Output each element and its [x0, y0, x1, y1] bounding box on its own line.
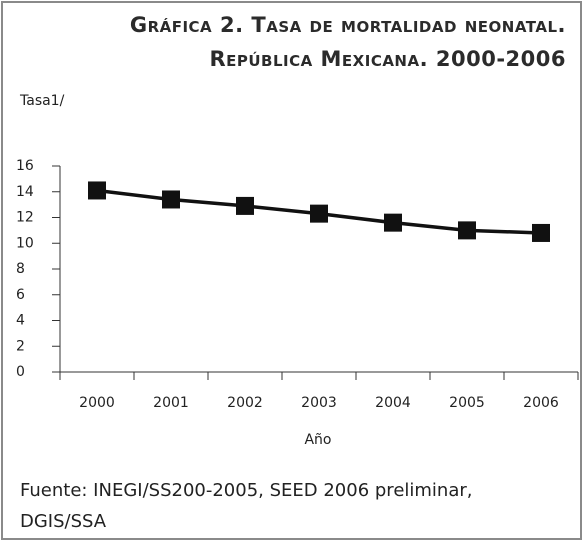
y-tick-label: 4	[16, 313, 25, 329]
x-tick-label: 2004	[375, 395, 411, 411]
x-tick-label: 2006	[523, 395, 559, 411]
marker	[384, 213, 402, 232]
x-axis-label: Año	[304, 432, 331, 448]
y-tick-label: 10	[16, 235, 34, 251]
x-tick-label: 2002	[227, 395, 263, 411]
y-tick-label: 16	[16, 158, 34, 174]
y-tick-label: 6	[16, 287, 25, 303]
x-tick-label: 2003	[301, 395, 337, 411]
x-tick-label: 2001	[153, 395, 189, 411]
marker	[310, 204, 328, 223]
x-tick-label: 2000	[79, 395, 115, 411]
chart-title: República Mexicana. 2000-2006	[209, 47, 566, 71]
chart-title: Gráfica 2. Tasa de mortalidad neonatal.	[130, 13, 566, 37]
y-tick-label: 14	[16, 184, 34, 200]
source-note: Fuente: INEGI/SS200-2005, SEED 2006 prel…	[20, 480, 473, 532]
y-tick-label: 2	[16, 338, 25, 354]
x-tick-label: 2005	[449, 395, 485, 411]
marker	[236, 196, 254, 215]
y-tick-label: 12	[16, 210, 34, 226]
marker	[458, 221, 476, 240]
marker	[162, 190, 180, 209]
y-axis-label: Tasa1/	[19, 93, 65, 109]
y-tick-label: 0	[16, 364, 25, 380]
marker	[88, 181, 106, 200]
marker	[532, 223, 550, 242]
y-tick-label: 8	[16, 261, 25, 277]
